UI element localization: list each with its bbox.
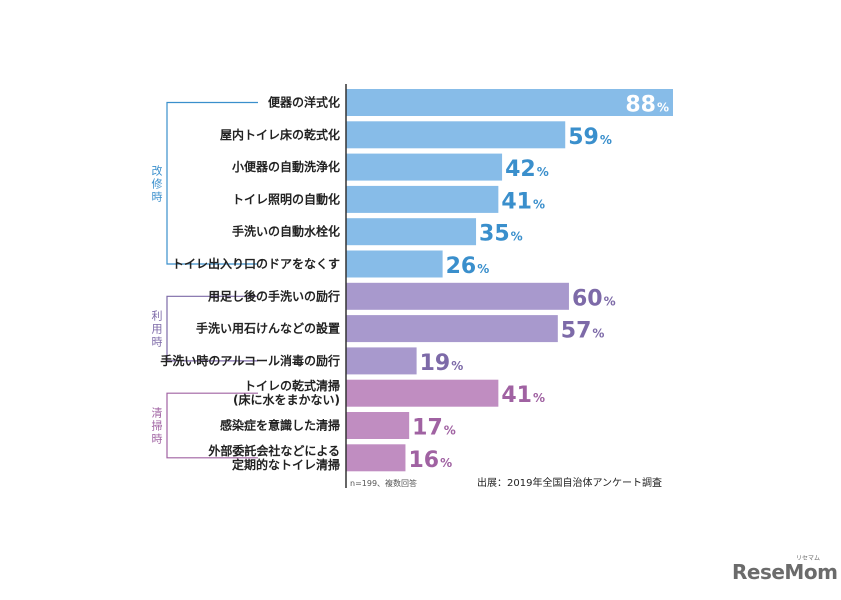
- category-label: トイレ出入り口のドアをなくす: [172, 256, 340, 271]
- value-label: 17%: [412, 416, 456, 441]
- bar: [346, 218, 477, 246]
- category-label: 手洗いの自動水栓化: [232, 224, 340, 239]
- bar: [346, 250, 443, 278]
- bars: [346, 89, 673, 472]
- group-label: 利用時: [152, 310, 163, 349]
- category-label: トイレの乾式清掃(床に水をまかない): [233, 378, 340, 407]
- category-label: 感染症を意識した清掃: [220, 418, 340, 433]
- value-label: 88%: [625, 93, 669, 118]
- bar: [346, 379, 499, 407]
- group-bracket: [166, 101, 258, 265]
- category-label: 用足し後の手洗いの励行: [207, 288, 340, 303]
- bar: [346, 444, 406, 472]
- bar: [346, 282, 569, 310]
- bar: [346, 121, 566, 149]
- category-labels: 便器の洋式化屋内トイレ床の乾式化小便器の自動洗浄化トイレ照明の自動化手洗いの自動…: [160, 95, 340, 472]
- bar: [346, 153, 503, 181]
- category-label: トイレ照明の自動化: [232, 191, 340, 206]
- value-label: 16%: [408, 448, 452, 473]
- value-label: 57%: [561, 319, 605, 344]
- bar: [346, 412, 410, 439]
- group-bracket: [166, 392, 258, 459]
- value-label: 35%: [479, 222, 523, 247]
- value-label: 42%: [505, 157, 549, 182]
- value-label: 41%: [501, 383, 545, 408]
- resemom-logo-sub: リセマム: [796, 555, 821, 562]
- value-label: 19%: [420, 351, 464, 376]
- bar: [346, 315, 558, 343]
- category-label: 屋内トイレ床の乾式化: [220, 127, 340, 142]
- group-label: 改修時: [152, 163, 163, 203]
- value-labels: 88% 59% 42% 41% 35% 26% 60% 57% 19% 41% 17% 16%: [408, 93, 669, 473]
- bar: [346, 89, 673, 116]
- group-label: 清掃時: [152, 407, 163, 446]
- bar: [346, 185, 499, 213]
- footnote: n=199、複数回答: [350, 479, 418, 488]
- group-bracket: [166, 295, 258, 362]
- resemom-logo: ReseMom: [732, 560, 838, 584]
- category-label: 手洗い用石けんなどの設置: [196, 321, 340, 336]
- category-label: 便器の洋式化: [268, 95, 340, 110]
- category-label: 手洗い時のアルコール消毒の励行: [160, 353, 340, 368]
- category-label: 外部委託会社などによる定期的なトイレ清掃: [208, 443, 340, 472]
- category-label: 小便器の自動洗浄化: [232, 159, 340, 174]
- value-label: 59%: [568, 125, 612, 150]
- source-note: 出展：2019年全国自治体アンケート調査: [477, 478, 663, 489]
- value-label: 41%: [501, 189, 545, 214]
- value-label: 26%: [446, 254, 490, 279]
- value-label: 60%: [572, 286, 616, 311]
- bar: [346, 347, 417, 375]
